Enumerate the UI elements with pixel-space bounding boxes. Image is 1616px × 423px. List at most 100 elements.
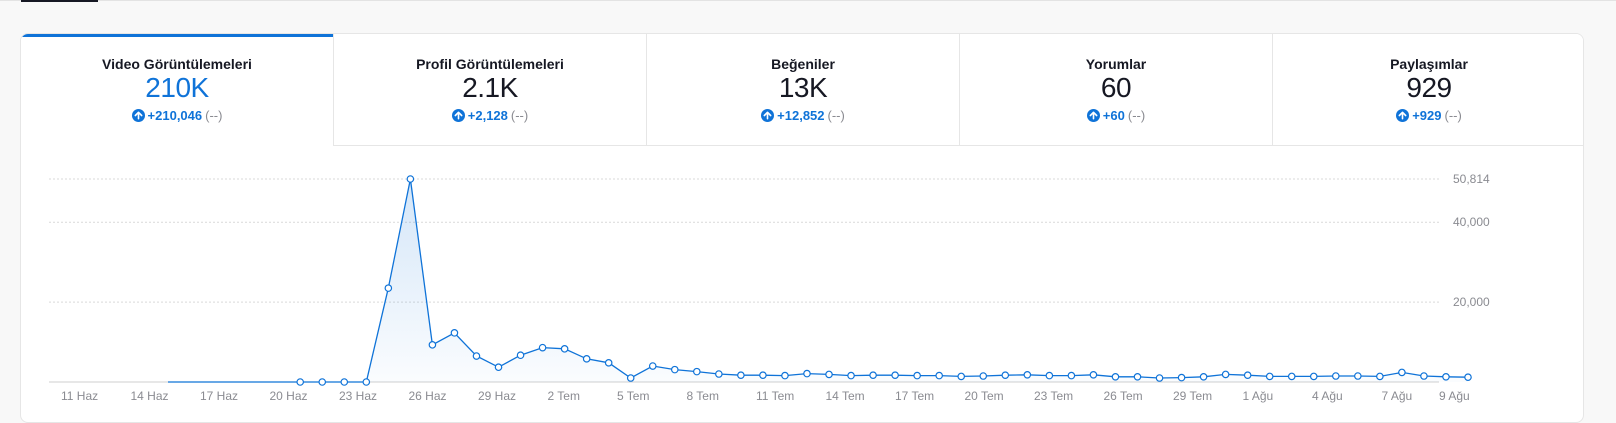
x-tick-label: 17 Tem xyxy=(895,389,934,403)
tab-shares[interactable]: Paylaşımlar 929 +929 (--) xyxy=(1272,34,1583,146)
tab-delta: +60 (--) xyxy=(960,108,1272,123)
data-point[interactable] xyxy=(935,371,943,380)
tab-profile-views[interactable]: Profil Görüntülemeleri 2.1K +2,128 (--) xyxy=(333,34,646,146)
data-point[interactable] xyxy=(847,371,855,380)
data-point[interactable] xyxy=(1023,371,1032,379)
data-point[interactable] xyxy=(1331,372,1340,380)
data-point[interactable] xyxy=(759,371,767,380)
tab-video-views[interactable]: Video Görüntülemeleri 210K +210,046 (--) xyxy=(21,34,333,146)
data-point[interactable] xyxy=(340,378,349,386)
data-point[interactable] xyxy=(450,329,459,337)
metric-tabs: Video Görüntülemeleri 210K +210,046 (--)… xyxy=(21,34,1583,146)
data-point[interactable] xyxy=(538,343,547,352)
data-point[interactable] xyxy=(979,372,988,380)
tab-likes[interactable]: Beğeniler 13K +12,852 (--) xyxy=(646,34,959,146)
data-point[interactable] xyxy=(1309,372,1318,381)
data-point[interactable] xyxy=(560,345,569,353)
data-point[interactable] xyxy=(1155,374,1164,382)
x-tick-label: 11 Haz xyxy=(61,389,98,403)
tab-delta: +929 (--) xyxy=(1273,108,1583,123)
data-point[interactable] xyxy=(384,284,393,292)
x-tick-label: 29 Tem xyxy=(1173,389,1212,403)
tab-value: 210K xyxy=(145,72,209,103)
tab-value: 929 xyxy=(1406,72,1452,103)
data-point[interactable] xyxy=(825,370,833,379)
tab-label: Profil Görüntülemeleri xyxy=(416,56,564,72)
x-tick-label: 23 Tem xyxy=(1034,389,1073,403)
delta-value: +210,046 xyxy=(147,108,203,123)
data-point[interactable] xyxy=(891,371,899,380)
data-point[interactable] xyxy=(693,367,701,376)
x-tick-label: 14 Tem xyxy=(826,389,865,403)
data-point[interactable] xyxy=(1089,371,1098,379)
data-point[interactable] xyxy=(715,370,723,378)
tab-comments[interactable]: Yorumlar 60 +60 (--) xyxy=(959,34,1272,146)
data-point[interactable] xyxy=(1376,372,1384,381)
data-point[interactable] xyxy=(737,371,745,380)
x-tick-label: 26 Tem xyxy=(1104,389,1143,403)
data-point[interactable] xyxy=(1221,370,1230,379)
data-point[interactable] xyxy=(1442,373,1450,381)
x-tick-label: 2 Tem xyxy=(548,389,580,403)
data-point[interactable] xyxy=(803,369,811,378)
arrow-up-circle-icon xyxy=(761,109,775,122)
x-tick-label: 14 Haz xyxy=(131,389,169,403)
data-point[interactable] xyxy=(516,351,525,360)
delta-previous: (--) xyxy=(1127,108,1146,123)
metrics-card: Video Görüntülemeleri 210K +210,046 (--)… xyxy=(20,33,1584,423)
data-point[interactable] xyxy=(1265,372,1274,381)
data-point[interactable] xyxy=(318,378,327,386)
data-point[interactable] xyxy=(582,355,591,363)
x-tick-label: 8 Tem xyxy=(687,389,719,403)
data-point[interactable] xyxy=(781,371,789,380)
data-point[interactable] xyxy=(648,362,657,370)
chart-area xyxy=(168,179,1468,382)
data-point[interactable] xyxy=(670,365,679,374)
data-point[interactable] xyxy=(957,372,966,381)
x-tick-label: 11 Tem xyxy=(756,389,794,403)
x-axis-ticks: 11 Haz 14 Haz 17 Haz 20 Haz 23 Haz 26 Haz 29 H… xyxy=(61,389,1470,403)
data-point[interactable] xyxy=(406,175,415,183)
y-tick-label: 40,000 xyxy=(1453,215,1490,229)
data-point[interactable] xyxy=(1464,373,1472,382)
arrow-up-circle-icon xyxy=(1396,109,1410,122)
data-point[interactable] xyxy=(494,363,503,372)
tab-value: 2.1K xyxy=(462,72,518,103)
data-point[interactable] xyxy=(1111,373,1120,381)
delta-value: +12,852 xyxy=(777,108,825,123)
data-point[interactable] xyxy=(362,378,371,386)
tab-delta: +2,128 (--) xyxy=(334,108,646,123)
tab-delta: +12,852 (--) xyxy=(647,108,959,123)
x-tick-label: 20 Haz xyxy=(270,389,308,403)
y-tick-label: 50,814 xyxy=(1453,172,1490,186)
data-point[interactable] xyxy=(626,374,635,382)
data-point[interactable] xyxy=(1001,371,1010,380)
data-point[interactable] xyxy=(1287,372,1296,381)
x-tick-label: 29 Haz xyxy=(478,389,516,403)
data-point[interactable] xyxy=(913,371,921,380)
data-point[interactable] xyxy=(428,341,437,349)
data-point[interactable] xyxy=(1398,368,1406,377)
tab-value: 13K xyxy=(778,72,828,103)
data-point[interactable] xyxy=(1243,371,1252,380)
tab-label: Video Görüntülemeleri xyxy=(102,56,252,72)
data-point[interactable] xyxy=(1354,372,1362,380)
data-point[interactable] xyxy=(869,371,877,380)
y-axis-ticks: 50,814 40,000 20,000 xyxy=(1453,172,1490,309)
data-point[interactable] xyxy=(1045,371,1054,380)
data-point[interactable] xyxy=(1420,372,1428,380)
chart-gridlines xyxy=(49,178,1439,383)
header-border xyxy=(0,0,1616,1)
tab-label: Beğeniler xyxy=(771,56,835,72)
x-tick-label: 17 Haz xyxy=(200,389,238,403)
x-tick-label: 4 Ağu xyxy=(1312,389,1343,403)
data-point[interactable] xyxy=(1067,371,1076,380)
data-point[interactable] xyxy=(1133,373,1142,381)
tab-label: Paylaşımlar xyxy=(1390,56,1468,72)
data-point[interactable] xyxy=(472,352,481,360)
data-point[interactable] xyxy=(296,378,305,386)
data-point[interactable] xyxy=(604,359,613,367)
data-point[interactable] xyxy=(1177,373,1186,382)
delta-previous: (--) xyxy=(1444,108,1462,123)
data-point[interactable] xyxy=(1199,373,1208,381)
